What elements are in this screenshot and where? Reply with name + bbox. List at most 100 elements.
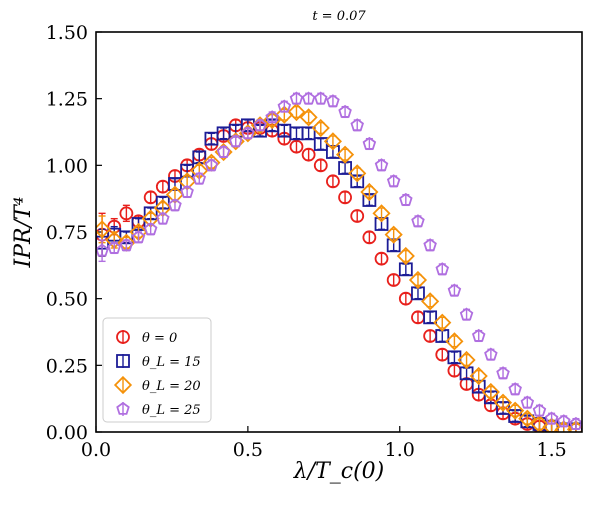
data-point [484,347,498,361]
data-point [216,144,231,158]
data-point [119,206,134,221]
data-point [399,192,413,206]
data-point [481,382,500,402]
data-point [372,204,391,223]
y-tick-label: 1.00 [46,155,88,177]
y-tick-label: 1.50 [46,22,88,44]
data-point [469,366,488,386]
data-point [96,243,109,257]
data-point [313,158,328,173]
data-point [289,91,304,105]
data-point [326,174,340,189]
data-point [362,230,377,245]
plot-area-frame [95,31,583,433]
data-point [113,375,133,395]
data-point [336,145,355,164]
data-point [386,273,401,287]
data-point [265,110,279,124]
data-point [192,171,207,185]
y-tick-label: 0.00 [46,422,88,444]
y-tick-label: 1.25 [46,89,88,111]
y-tick-label: 0.75 [46,222,88,244]
data-point [289,139,304,154]
data-point [204,158,219,172]
data-point [350,118,364,132]
data-point [457,350,476,370]
data-point [520,395,535,409]
y-axis-label: IPR/T⁴ [11,197,36,269]
data-point [459,307,474,321]
data-point [311,118,330,138]
data-point [228,134,243,148]
data-layer [96,91,582,432]
data-point [143,222,158,236]
x-tick-label: 0.5 [233,439,263,461]
data-point [301,126,316,141]
x-axis-label: λ/T_c(0) [293,459,385,484]
legend: θ = 0 θ_L = 15 θ_L = 20 θ_L = 25 [102,317,212,423]
data-point [323,132,342,151]
data-point [119,238,134,252]
data-point [314,91,328,105]
data-point [299,108,318,127]
data-point [301,91,316,105]
y-tick-label: 0.25 [46,355,88,377]
data-point [544,411,559,425]
data-point [116,401,130,415]
x-tick-label: 1.0 [385,439,415,461]
data-point [508,382,522,396]
data-point [554,420,573,432]
data-point [348,164,367,183]
data-point [253,118,267,132]
data-point [374,251,389,266]
data-point [116,354,130,368]
data-point [532,403,547,417]
data-point [423,310,438,325]
data-point [180,184,194,198]
tick-layer: 0.0 0.5 1.0 1.5 0.00 0.25 0.50 0.75 1.00 1.25 1.50 [46,22,567,461]
x-tick-label: 0.0 [81,439,111,461]
data-point [396,246,415,266]
data-point [447,283,462,297]
data-point [471,328,486,342]
data-point [411,214,425,228]
data-point [518,409,537,428]
data-point [301,147,316,162]
data-point [384,225,403,244]
data-point [374,158,389,172]
data-point [433,313,452,332]
legend-label: θ_L = 20 [142,379,201,394]
chart-title: t = 0.07 [312,9,366,24]
x-tick-label: 1.5 [537,439,567,461]
data-point [542,417,561,432]
data-point [386,174,401,188]
data-point [435,262,450,276]
series-group [96,91,582,431]
data-point [116,330,130,344]
legend-label: θ_L = 15 [142,355,201,370]
data-point [131,230,146,244]
data-point [241,126,255,140]
data-point [338,190,352,205]
data-point [445,332,464,351]
data-point [360,182,379,202]
data-point [569,416,582,430]
data-point [350,209,365,223]
data-point [423,238,437,252]
data-point [493,393,513,412]
data-point [362,136,377,150]
data-point [566,420,582,432]
legend-label: θ_L = 25 [142,403,201,418]
data-point [496,366,510,380]
data-point [338,104,352,118]
data-point [557,414,571,428]
data-point [168,198,182,212]
data-point [506,401,525,420]
data-point [156,211,170,225]
data-point [421,292,440,311]
data-point [326,94,340,108]
data-point [277,99,292,113]
legend-box [102,317,212,423]
